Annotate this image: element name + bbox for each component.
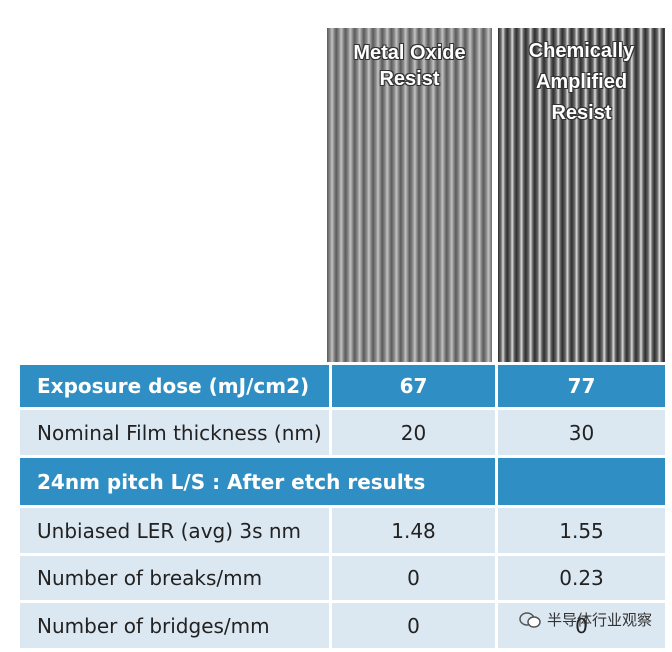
watermark: 半导体行业观察 — [519, 609, 652, 630]
watermark-icon — [519, 611, 541, 628]
label-line: Chemically — [528, 40, 635, 62]
sem-image: Chemically Amplified Resist — [498, 28, 665, 362]
table-cell: Unbiased LER (avg) 3s nm — [20, 508, 329, 553]
sem-image: Metal Oxide Resist — [327, 28, 492, 362]
table-cell: 1.55 — [498, 508, 665, 553]
table-cell: 20 — [332, 410, 495, 455]
table-cell: Nominal Film thickness (nm) — [20, 410, 329, 455]
table-cell: Number of bridges/mm — [20, 603, 329, 648]
table-cell: 0.23 — [498, 556, 665, 600]
label-line: Resist — [379, 68, 440, 90]
watermark-text: 半导体行业观察 — [546, 611, 652, 629]
table-cell: 0 — [332, 556, 495, 600]
table-cell: 0 — [332, 603, 495, 648]
label-line: Metal Oxide — [353, 42, 466, 64]
table-cell: 1.48 — [332, 508, 495, 553]
label-line: Resist — [551, 102, 612, 124]
table-cell: Exposure dose (mJ/cm2) — [20, 365, 329, 407]
table-cell: Number of breaks/mm — [20, 556, 329, 600]
table-cell: 67 — [332, 365, 495, 407]
empty-cell — [498, 458, 665, 505]
label-line: Amplified — [535, 71, 628, 93]
table-cell: 0 — [498, 603, 665, 648]
image-label: Metal Oxide Resist — [327, 40, 492, 92]
image-label: Chemically Amplified Resist — [498, 36, 665, 129]
table-cell: 77 — [498, 365, 665, 407]
table-cell: 30 — [498, 410, 665, 455]
section-cell: 24nm pitch L/S : After etch results — [20, 458, 495, 505]
